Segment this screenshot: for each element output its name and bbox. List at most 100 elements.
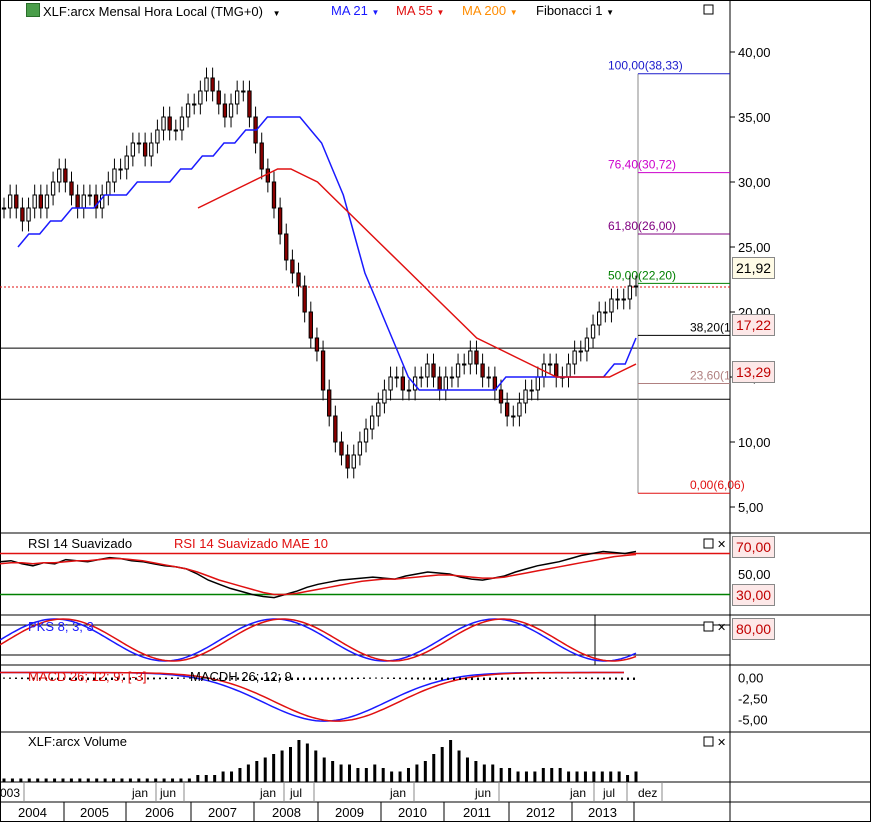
- candle-body: [69, 181, 74, 196]
- rsi-title[interactable]: RSI 14 Suavizado: [28, 536, 133, 551]
- volume-bar: [53, 778, 57, 782]
- candle-body: [198, 90, 203, 105]
- candle-body: [222, 103, 228, 118]
- rsi-mae10-line: [0, 553, 637, 596]
- candle-body: [603, 311, 608, 314]
- ma21-caret-icon[interactable]: ▼: [371, 8, 380, 17]
- candle-body: [425, 363, 430, 378]
- candle-body: [382, 389, 387, 404]
- volume-bar: [95, 778, 99, 782]
- price-tick-label: 10,00: [738, 435, 771, 450]
- volume-bar: [457, 750, 461, 782]
- volume-bar: [339, 764, 343, 782]
- year-label: 2012: [526, 805, 555, 820]
- candle-body: [523, 389, 528, 404]
- candle-body: [449, 376, 455, 379]
- year-label: 2013: [588, 805, 617, 820]
- candle-body: [517, 402, 522, 417]
- candle-body: [419, 376, 424, 379]
- volume-title[interactable]: XLF:arcx Volume: [28, 734, 127, 749]
- ma21-line: [17, 116, 637, 391]
- ma55-legend[interactable]: MA 55 ▼: [396, 3, 445, 18]
- fib-level-label: 50,00(22,20): [608, 268, 676, 282]
- fib-level-label: 100,00(38,33): [608, 59, 683, 73]
- pks-k-line: [0, 618, 637, 662]
- ma200-legend[interactable]: MA 200 ▼: [462, 3, 518, 18]
- volume-bar: [263, 757, 267, 782]
- ma55-caret-icon[interactable]: ▼: [436, 8, 445, 17]
- volume-bar: [78, 778, 82, 782]
- candle-body: [351, 454, 356, 469]
- ma200-caret-icon[interactable]: ▼: [509, 8, 518, 17]
- panel-maximize-icon: [703, 736, 714, 747]
- candle-body: [388, 376, 393, 391]
- volume-bar: [508, 768, 512, 782]
- month-label: jan: [131, 786, 148, 800]
- candle-body: [179, 116, 185, 131]
- candle-body: [511, 415, 516, 418]
- candle-body: [7, 194, 13, 209]
- candle-body: [296, 272, 301, 287]
- candle-body: [572, 350, 577, 365]
- volume-bar: [432, 754, 436, 782]
- candle-body: [590, 324, 596, 339]
- candle-body: [535, 376, 540, 391]
- macdh-title[interactable]: MACDH 26; 12; 9: [190, 669, 292, 684]
- candle-body: [161, 116, 166, 131]
- pks80-box: 80,00: [732, 618, 776, 640]
- volume-bar: [10, 778, 14, 782]
- panel-close-icon: ✕: [717, 737, 726, 749]
- symbol-caret-icon[interactable]: ▼: [272, 9, 281, 18]
- candle-body: [498, 389, 504, 404]
- symbol-title[interactable]: XLF:arcx Mensal Hora Local (TMG+0) ▼: [26, 3, 281, 19]
- volume-bar: [213, 775, 217, 782]
- pks-title[interactable]: PKS 8; 3; 3: [28, 619, 94, 634]
- last-price-box: 21,92: [732, 257, 776, 279]
- candle-body: [486, 376, 491, 379]
- price-tick-label: 40,00: [738, 45, 771, 60]
- candle-body: [308, 311, 313, 339]
- price-tick-label: 5,00: [738, 500, 763, 515]
- year-label: 2011: [463, 805, 491, 820]
- volume-bar: [36, 778, 40, 782]
- candle-body: [615, 298, 620, 301]
- candle-body: [345, 454, 350, 469]
- candle-body: [63, 168, 68, 183]
- volume-bar: [617, 771, 621, 782]
- candle-body: [228, 103, 234, 118]
- macd-tick-label: -2,50: [738, 692, 768, 707]
- price-tick-label: 30,00: [738, 175, 771, 190]
- level1-price-box: 17,22: [732, 314, 776, 336]
- candle-body: [87, 194, 93, 197]
- rsi-mae-title[interactable]: RSI 14 Suavizado MAE 10: [174, 536, 328, 551]
- year-label: 2004: [18, 805, 47, 820]
- macd-title[interactable]: MACD 26; 12; 9; [-3]: [28, 669, 147, 684]
- fib-legend[interactable]: Fibonacci 1 ▼: [536, 3, 615, 18]
- month-label: jan: [259, 786, 276, 800]
- fib-level-label: 76,40(30,72): [608, 158, 676, 172]
- volume-bar: [583, 771, 587, 782]
- candle-body: [247, 90, 252, 118]
- volume-bar: [162, 778, 166, 782]
- volume-bar: [154, 778, 158, 782]
- candle-body: [81, 194, 86, 209]
- fib-level-label: 23,60(1: [690, 369, 731, 383]
- ma21-legend[interactable]: MA 21 ▼: [331, 3, 380, 18]
- year-label: 2008: [272, 805, 301, 820]
- volume-bar: [440, 747, 444, 782]
- volume-bar: [120, 778, 124, 782]
- candle-body: [554, 363, 559, 378]
- candle-body: [1, 207, 7, 210]
- fib-caret-icon[interactable]: ▼: [606, 8, 615, 17]
- volume-bar: [398, 771, 402, 782]
- candle-body: [192, 103, 197, 106]
- candle-body: [241, 90, 246, 93]
- candle-body: [106, 181, 111, 196]
- volume-bar: [465, 757, 469, 782]
- year-label: 2009: [335, 805, 364, 820]
- month-label: dez: [638, 786, 657, 800]
- volume-bar: [44, 778, 48, 782]
- volume-bar: [86, 778, 90, 782]
- candle-body: [265, 168, 271, 183]
- volume-bar: [112, 778, 116, 782]
